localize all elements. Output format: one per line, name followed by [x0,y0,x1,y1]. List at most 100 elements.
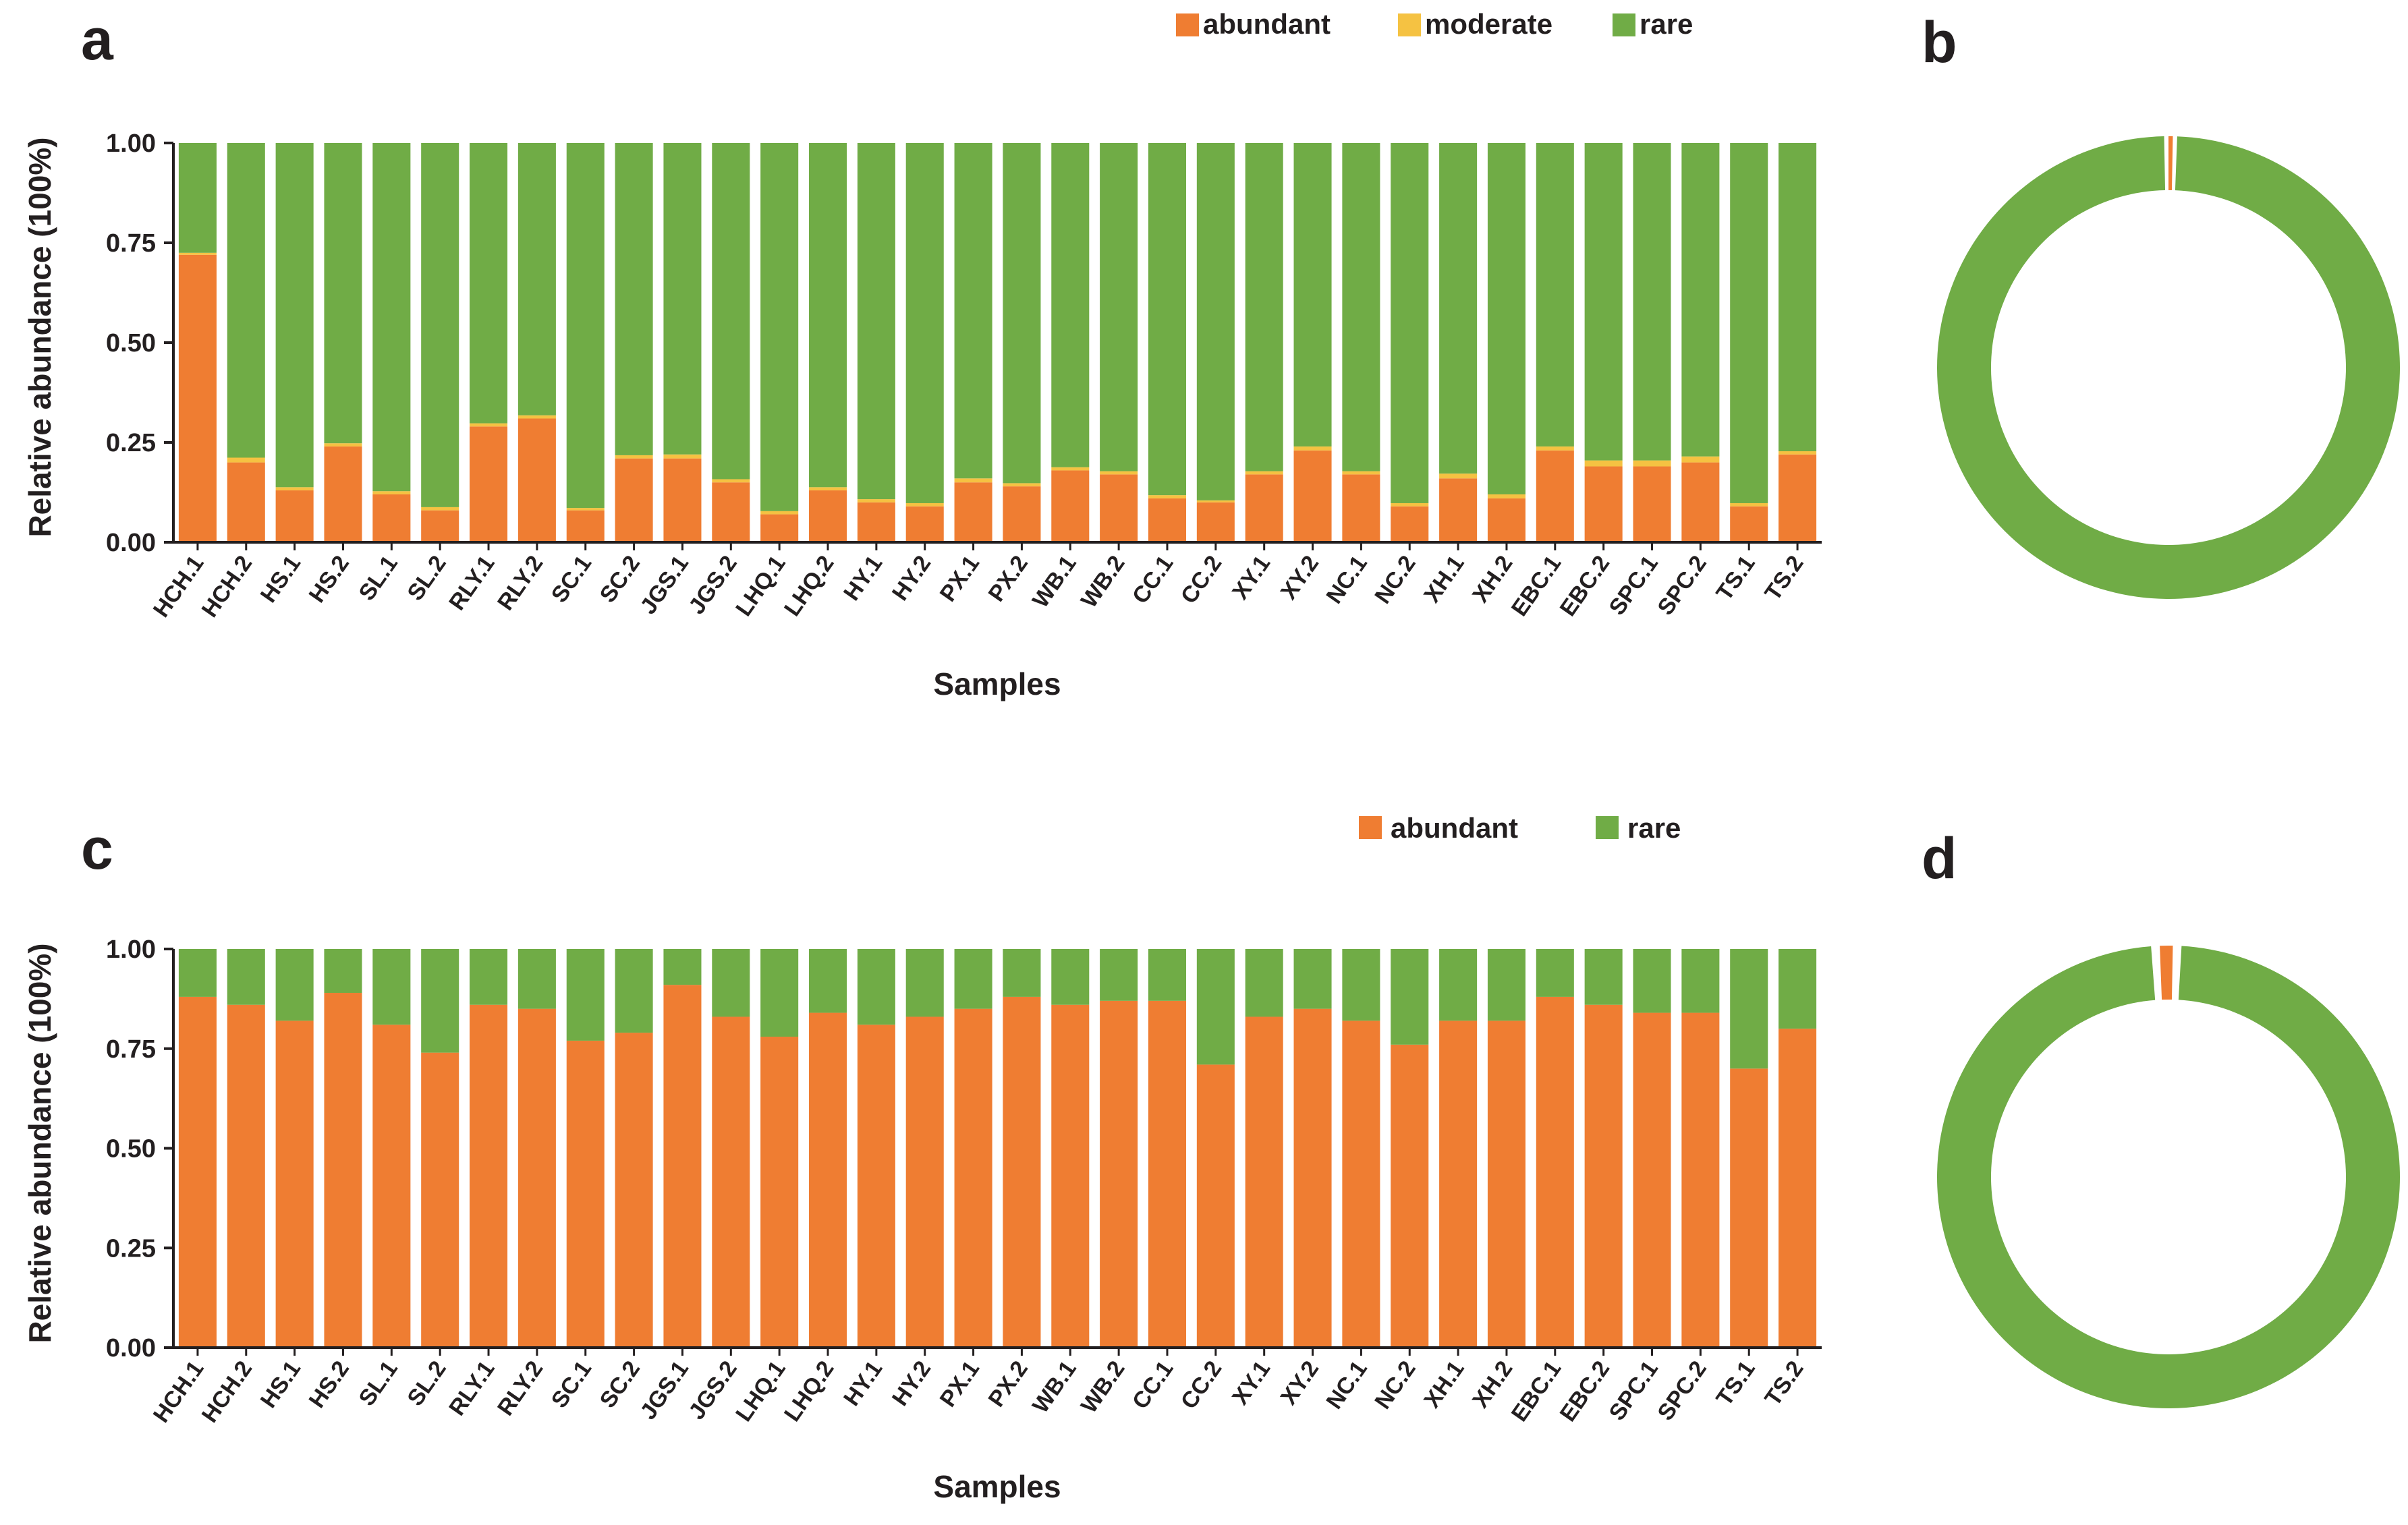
x-tick-label-SC-1-c: SC.1 [547,1356,596,1413]
bar-abundant-SL-2-c [421,1052,459,1348]
legend-c: abundant rare [1359,812,1681,844]
legend-label-rare-a: rare [1640,8,1693,40]
y-tick-label-0.75-a: 0.75 [106,229,156,258]
bar-rare-CC-2-a [1196,143,1235,500]
bar-rare-HY-1-c [857,949,895,1025]
x-tick-label-SPC-2-a: SPC.2 [1652,551,1711,620]
bar-rare-SC-2-a [615,143,653,455]
bar-rare-HS-1-a [275,143,314,488]
x-tick-label-LHQ-2-c: LHQ.2 [779,1356,839,1427]
donut-slice-abundant-b [2168,136,2173,191]
bar-abundant-XY-1-c [1245,1016,1283,1348]
x-tick-label-HY-2-a: HY.2 [887,551,936,606]
bar-moderate-SL-1-a [372,491,411,494]
bar-moderate-SPC-1-a [1633,460,1671,467]
bar-abundant-PX-1-c [954,1008,992,1348]
bar-abundant-LHQ-2-a [808,490,847,542]
y-tick-label-1.00-a: 1.00 [106,130,156,158]
legend-swatch-rare-c [1596,816,1619,839]
bar-moderate-LHQ-2-a [808,487,847,491]
stacked-bar-chart-a: abundant moderate rare Relative abundanc… [22,8,1822,701]
x-tick-label-PX-2-c: PX.2 [984,1356,1033,1412]
panel-label-b: b [1922,10,1957,75]
bar-rare-PX-1-a [954,143,992,479]
bar-rare-PX-1-c [954,949,992,1009]
x-tick-label-SPC-1-a: SPC.1 [1604,551,1663,620]
bar-abundant-WB-1-a [1051,470,1090,542]
y-axis-title-c: Relative abundance (100%) [22,943,57,1343]
bar-rare-SL-2-a [421,143,459,507]
bar-rare-SL-1-c [372,949,411,1025]
bar-rare-NC-2-a [1391,143,1429,503]
x-tick-label-SPC-2-c: SPC.2 [1652,1356,1711,1425]
x-tick-label-WB-2-c: WB.2 [1076,1356,1130,1418]
bar-rare-HCH-1-c [178,949,217,997]
bar-rare-PX-2-a [1003,143,1041,484]
x-tick-label-XY-2-c: XY.2 [1276,1356,1324,1410]
bar-moderate-NC-1-a [1342,471,1380,475]
x-tick-label-HCH-2-c: HCH.2 [197,1356,258,1427]
bar-abundant-JGS-2-a [712,482,750,542]
x-tick-label-WB-1-c: WB.1 [1028,1356,1082,1418]
x-tick-label-HS-1-a: HS.1 [256,551,306,608]
bar-rare-EBC-1-a [1536,143,1574,447]
bar-moderate-CC-1-a [1148,495,1187,498]
bar-moderate-XH-1-a [1439,473,1478,479]
bar-rare-WB-2-c [1100,949,1138,1001]
x-axis-title-a: Samples [933,666,1061,701]
bar-abundant-PX-2-c [1003,996,1041,1348]
bar-rare-NC-1-c [1342,949,1380,1021]
bar-rare-JGS-2-c [712,949,750,1017]
bar-abundant-TS-1-c [1730,1068,1768,1348]
bar-moderate-JGS-2-a [712,479,750,483]
bar-rare-EBC-2-c [1584,949,1623,1005]
bar-abundant-CC-1-a [1148,498,1187,542]
y-tick-label-0.25-a: 0.25 [106,429,156,457]
bar-rare-SPC-2-a [1681,143,1720,457]
x-tick-label-RLY-2-a: RLY.2 [493,551,548,615]
bar-rare-CC-1-c [1148,949,1187,1001]
x-tick-label-XH-1-c: XH.1 [1419,1356,1469,1413]
bar-rare-XY-2-a [1293,143,1332,447]
bar-abundant-XH-2-a [1487,498,1525,542]
x-tick-label-PX-1-a: PX.1 [935,551,984,606]
bar-abundant-CC-2-a [1196,502,1235,542]
bar-abundant-SC-1-c [566,1040,605,1348]
x-tick-label-HCH-2-a: HCH.2 [197,551,258,622]
x-tick-label-JGS-1-a: JGS.1 [636,551,694,619]
bar-abundant-HY-1-c [857,1025,895,1348]
x-tick-label-LHQ-2-a: LHQ.2 [779,551,839,621]
bar-abundant-SPC-2-c [1681,1012,1720,1348]
bar-abundant-SL-2-a [421,510,459,542]
bar-moderate-JGS-1-a [663,454,702,459]
bar-rare-HY-2-c [905,949,944,1017]
bar-rare-TS-2-c [1779,949,1817,1029]
bar-abundant-XY-2-a [1293,450,1332,542]
x-tick-label-XY-2-a: XY.2 [1276,551,1324,604]
x-tick-label-SPC-1-c: SPC.1 [1604,1356,1663,1425]
bar-rare-CC-1-a [1148,143,1187,496]
bar-abundant-HS-2-a [324,446,362,542]
x-tick-label-SC-2-c: SC.2 [595,1356,645,1413]
bar-rare-LHQ-1-a [760,143,799,511]
bar-rare-RLY-2-c [517,949,556,1009]
bar-rare-RLY-1-a [470,143,508,424]
x-tick-label-RLY-1-c: RLY.1 [444,1356,499,1420]
bar-rare-HY-1-a [857,143,895,500]
x-tick-label-HS-2-c: HS.2 [304,1356,354,1413]
x-tick-label-HY-2-c: HY.2 [887,1356,936,1411]
y-tick-label-0.00-a: 0.00 [106,529,156,557]
bar-abundant-JGS-1-c [663,985,702,1348]
bar-abundant-SL-1-a [372,494,411,542]
x-tick-label-PX-1-c: PX.1 [935,1356,984,1412]
x-tick-label-TS-2-c: TS.2 [1760,1356,1808,1411]
x-tick-label-SC-2-a: SC.2 [595,551,645,608]
bar-abundant-JGS-2-c [712,1016,750,1348]
bar-moderate-SC-1-a [566,508,605,511]
bar-abundant-NC-2-a [1391,506,1429,542]
bar-rare-XY-2-c [1293,949,1332,1009]
y-tick-label-0.75-c: 0.75 [106,1035,156,1064]
bar-rare-XH-1-a [1439,143,1478,474]
bar-moderate-TS-2-a [1779,451,1817,455]
bar-moderate-XY-2-a [1293,446,1332,451]
